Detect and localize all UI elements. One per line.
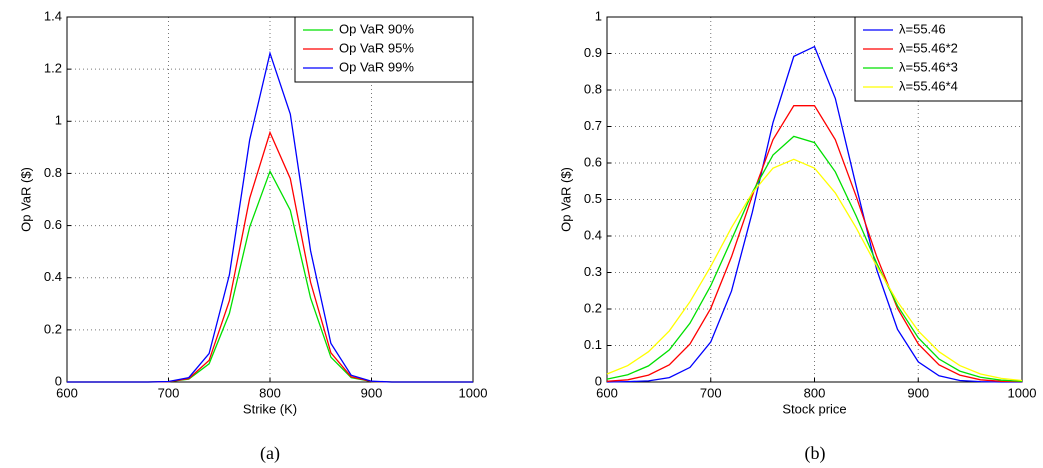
x-tick-label: 1000 — [459, 385, 488, 400]
legend-label: Op VaR 95% — [339, 40, 414, 55]
legend-label: Op VaR 90% — [339, 21, 414, 36]
caption: (a) — [260, 443, 280, 464]
series-line — [67, 50, 473, 383]
x-axis-label: Stock price — [782, 401, 846, 416]
y-tick-label: 0.1 — [584, 337, 602, 352]
x-tick-label: 900 — [907, 385, 929, 400]
legend-label: λ=55.46*3 — [899, 59, 958, 74]
y-tick-label: 0.3 — [584, 264, 602, 279]
y-tick-label: 0.5 — [584, 191, 602, 206]
x-tick-label: 600 — [56, 385, 78, 400]
y-tick-label: 0.6 — [584, 154, 602, 169]
legend-label: λ=55.46*4 — [899, 78, 958, 93]
legend-label: Op VaR 99% — [339, 59, 414, 74]
y-tick-label: 0 — [55, 373, 62, 388]
y-tick-label: 1.4 — [44, 8, 62, 23]
legend-label: λ=55.46*2 — [899, 40, 958, 55]
x-tick-label: 600 — [596, 385, 618, 400]
y-tick-label: 0.8 — [44, 165, 62, 180]
y-tick-label: 0.7 — [584, 118, 602, 133]
legend-label: λ=55.46 — [899, 21, 946, 36]
plot-frame — [66, 16, 474, 383]
x-axis-label: Strike (K) — [243, 401, 297, 416]
y-tick-label: 0.2 — [44, 321, 62, 336]
x-tick-label: 700 — [158, 385, 180, 400]
caption: (b) — [805, 443, 826, 464]
series-line — [606, 135, 1023, 382]
y-tick-label: 1 — [55, 113, 62, 128]
y-axis-label: Op VaR ($) — [18, 167, 33, 232]
x-tick-label: 1000 — [1008, 385, 1037, 400]
x-tick-label: 700 — [700, 385, 722, 400]
y-tick-label: 0.2 — [584, 300, 602, 315]
plot-frame — [606, 16, 1023, 383]
y-tick-label: 0 — [595, 373, 602, 388]
y-tick-label: 1 — [595, 8, 602, 23]
x-tick-label: 800 — [804, 385, 826, 400]
y-tick-label: 0.6 — [44, 217, 62, 232]
y-tick-label: 0.4 — [44, 269, 62, 284]
series-line — [606, 105, 1023, 383]
x-tick-label: 800 — [259, 385, 281, 400]
y-tick-label: 0.4 — [584, 227, 602, 242]
y-axis-label: Op VaR ($) — [558, 167, 573, 232]
series-line — [606, 158, 1023, 382]
x-tick-label: 900 — [361, 385, 383, 400]
y-tick-label: 0.8 — [584, 81, 602, 96]
y-tick-label: 1.2 — [44, 61, 62, 76]
series-line — [606, 45, 1022, 383]
y-tick-label: 0.9 — [584, 45, 602, 60]
